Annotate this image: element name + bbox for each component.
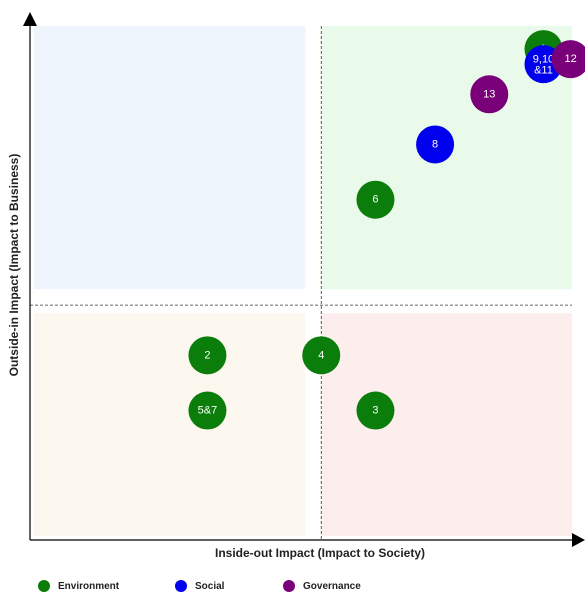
legend-label-governance: Governance [303,580,361,592]
point-label-line: 9,10 [533,54,554,66]
legend-item-social: Social [175,580,224,592]
point-social [416,125,455,164]
y-axis-label: Outside-in Impact (Impact to Business) [7,153,21,377]
x-axis-label: Inside-out Impact (Impact to Society) [214,546,426,560]
point-environment [356,391,395,430]
quadrant-top-left [34,26,306,290]
legend-dot-governance [283,580,295,592]
point-label: 9,10 &11 [533,54,554,77]
point-governance [551,40,585,79]
point-label: 8 [432,138,438,150]
point-environment [188,336,227,375]
legend-item-governance: Governance [283,580,361,592]
point-label: 2 [204,349,210,361]
legend-dot-social [175,580,187,592]
point-label: 3 [372,405,378,417]
point-label: 6 [372,194,378,206]
quadrant-bottom-right [321,313,572,536]
point-environment [302,336,341,375]
point-environment [188,391,227,430]
point-label: 13 [483,88,495,100]
point-label: 4 [318,349,324,361]
legend-label-environment: Environment [58,580,120,592]
legend: Environment Social Governance [0,580,585,596]
legend-item-environment: Environment [38,580,119,592]
point-label-line: &11 [534,65,553,77]
point-label: 5&7 [198,405,218,417]
quadrant-bottom-left [34,313,306,536]
point-label: 12 [564,53,576,65]
x-axis-arrow [572,533,585,547]
legend-label-social: Social [195,580,225,592]
point-environment [356,180,395,219]
y-axis-arrow [23,12,37,26]
legend-dot-environment [38,580,50,592]
point-governance [470,75,509,114]
